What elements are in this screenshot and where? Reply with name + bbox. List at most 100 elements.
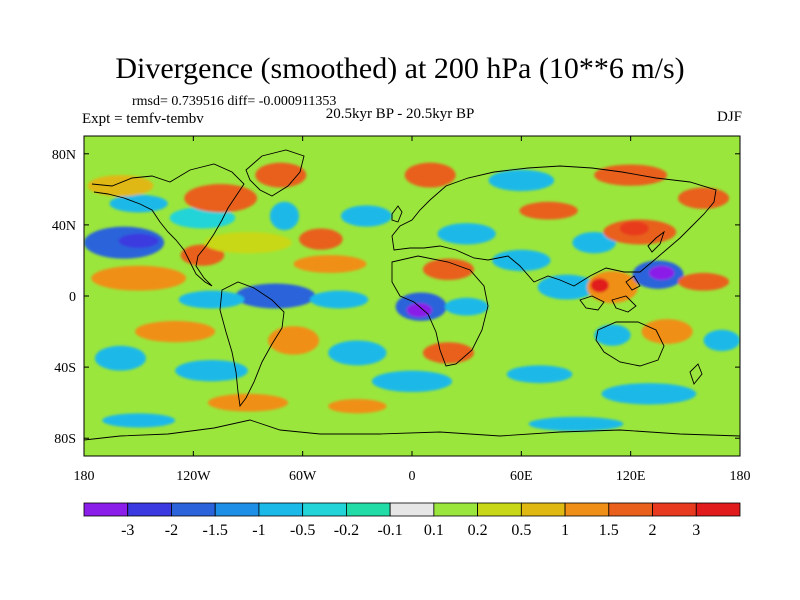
y-tick-label: 40N — [52, 219, 76, 234]
field-blob — [118, 233, 159, 248]
field-blob — [572, 232, 617, 254]
field-blob — [328, 399, 387, 414]
field-blob — [594, 164, 668, 186]
field-blob — [340, 205, 392, 227]
field-blob — [184, 184, 258, 213]
field-blob — [422, 258, 474, 281]
x-tick-label: 0 — [409, 469, 416, 484]
field-blob — [703, 329, 740, 352]
field-blob — [506, 365, 573, 384]
x-tick-label: 120E — [616, 469, 646, 484]
field-blob — [619, 221, 649, 236]
colorbar-label: -0.2 — [334, 522, 359, 539]
colorbar-label: 1.5 — [599, 522, 619, 539]
coast-south-america — [219, 281, 285, 408]
colorbar-label: -0.5 — [290, 522, 315, 539]
coast-new-zealand — [689, 363, 703, 385]
experiment-label: Expt = temfv-tembv — [82, 111, 204, 127]
colorbar-swatch — [83, 502, 129, 517]
colorbar-label: -1.5 — [203, 522, 228, 539]
colorbar-swatch — [171, 502, 216, 517]
period-label: 20.5kyr BP - 20.5kyr BP — [325, 106, 475, 122]
field-blob — [87, 175, 154, 197]
colorbar-swatch — [214, 502, 260, 517]
field-blob — [641, 319, 693, 344]
y-tick-label: 80S — [54, 432, 76, 447]
x-tick-label: 120W — [176, 469, 211, 484]
field-blob — [180, 244, 225, 266]
y-tick-label: 0 — [69, 290, 76, 305]
colorbar-swatch — [564, 502, 610, 517]
plot-title: Divergence (smoothed) at 200 hPa (10**6 … — [115, 52, 685, 85]
field-blob — [406, 303, 433, 318]
colorbar-label: 3 — [692, 522, 700, 539]
field-blob — [268, 326, 320, 355]
field-blob — [299, 228, 343, 250]
colorbar-label: -0.1 — [377, 522, 402, 539]
colorbar-label: -1 — [252, 522, 265, 539]
field-blob — [444, 297, 489, 316]
field-blob — [204, 232, 292, 254]
x-tick-label: 180 — [730, 469, 751, 484]
colorbar: -3 -2 -1.5 -1 -0.5 -0.2 -0.1 0.1 0.2 0.5 1 1.5 2 3 — [83, 502, 741, 539]
colorbar-swatch — [652, 502, 697, 517]
field-blob — [175, 360, 248, 382]
field-blob — [422, 342, 474, 364]
field-blob — [648, 265, 675, 280]
coast-japan — [647, 230, 665, 253]
colorbar-swatch — [127, 502, 172, 517]
field-blob — [235, 283, 316, 309]
coast-greenland — [245, 149, 305, 197]
colorbar-swatch — [477, 502, 522, 517]
field-blob — [309, 290, 369, 309]
field-blob — [371, 370, 453, 393]
field-blob — [269, 201, 300, 231]
colorbar-label: 2 — [649, 522, 657, 539]
map-axes: 80N 40N 0 40S 80S 180 120W 60W 0 60E 120E 180 — [52, 136, 751, 484]
colorbar-label: 1 — [561, 522, 569, 539]
y-tick-label: 40S — [54, 361, 76, 376]
colorbar-swatch — [695, 502, 741, 517]
field-blob — [255, 162, 307, 188]
field-blob — [91, 265, 187, 291]
field-blob — [178, 290, 245, 309]
coast-antarctica — [84, 419, 740, 441]
colorbar-swatch — [520, 502, 566, 517]
x-tick-label: 60E — [510, 469, 533, 484]
coast-maritime-asia — [579, 275, 641, 313]
colorbar-swatch — [608, 502, 653, 517]
field-blob — [488, 169, 555, 192]
field-blob — [293, 255, 367, 273]
x-tick-label: 60W — [289, 469, 317, 484]
field-layer — [84, 162, 740, 432]
field-blob — [169, 207, 236, 229]
field-blob — [328, 340, 387, 366]
colorbar-label: 0.5 — [511, 522, 531, 539]
x-tick-label: 180 — [74, 469, 95, 484]
field-blob — [207, 393, 289, 412]
coast-uk — [391, 205, 403, 223]
y-tick-label: 80N — [52, 148, 76, 163]
field-blob — [492, 249, 551, 272]
colorbar-swatch — [345, 502, 391, 517]
coast-australia — [595, 321, 665, 367]
colorbar-swatch — [258, 502, 304, 517]
colorbar-label: -2 — [165, 522, 178, 539]
field-blob — [678, 187, 730, 209]
field-blob — [102, 413, 176, 428]
field-blob — [135, 320, 216, 343]
stats-text: rmsd= 0.739516 diff= -0.000911353 — [132, 94, 337, 109]
field-blob — [437, 223, 496, 245]
coastlines — [84, 149, 740, 441]
colorbar-swatch — [389, 502, 435, 517]
field-blob — [678, 272, 730, 291]
field-blob — [601, 383, 697, 405]
field-blob — [590, 278, 609, 293]
field-blob — [404, 162, 456, 188]
colorbar-label: -3 — [121, 522, 134, 539]
field-blob — [528, 416, 624, 432]
colorbar-label: 0.1 — [424, 522, 444, 539]
coast-africa — [391, 255, 489, 367]
season-label: DJF — [716, 109, 742, 125]
field-blob — [594, 324, 631, 346]
